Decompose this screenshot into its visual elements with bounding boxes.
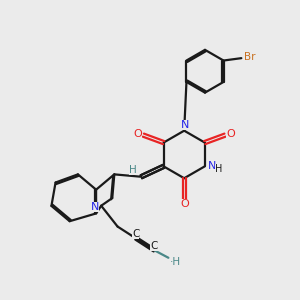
Text: O: O — [180, 200, 189, 209]
Text: O: O — [134, 129, 142, 139]
Text: Br: Br — [244, 52, 255, 62]
Text: H: H — [215, 164, 223, 174]
Text: H: H — [129, 165, 137, 175]
Text: N: N — [91, 202, 99, 212]
Text: C: C — [132, 229, 140, 239]
Text: C: C — [150, 241, 158, 251]
Text: N: N — [208, 161, 216, 171]
Text: N: N — [181, 120, 189, 130]
Text: ·H: ·H — [170, 256, 181, 267]
Text: O: O — [226, 129, 235, 139]
